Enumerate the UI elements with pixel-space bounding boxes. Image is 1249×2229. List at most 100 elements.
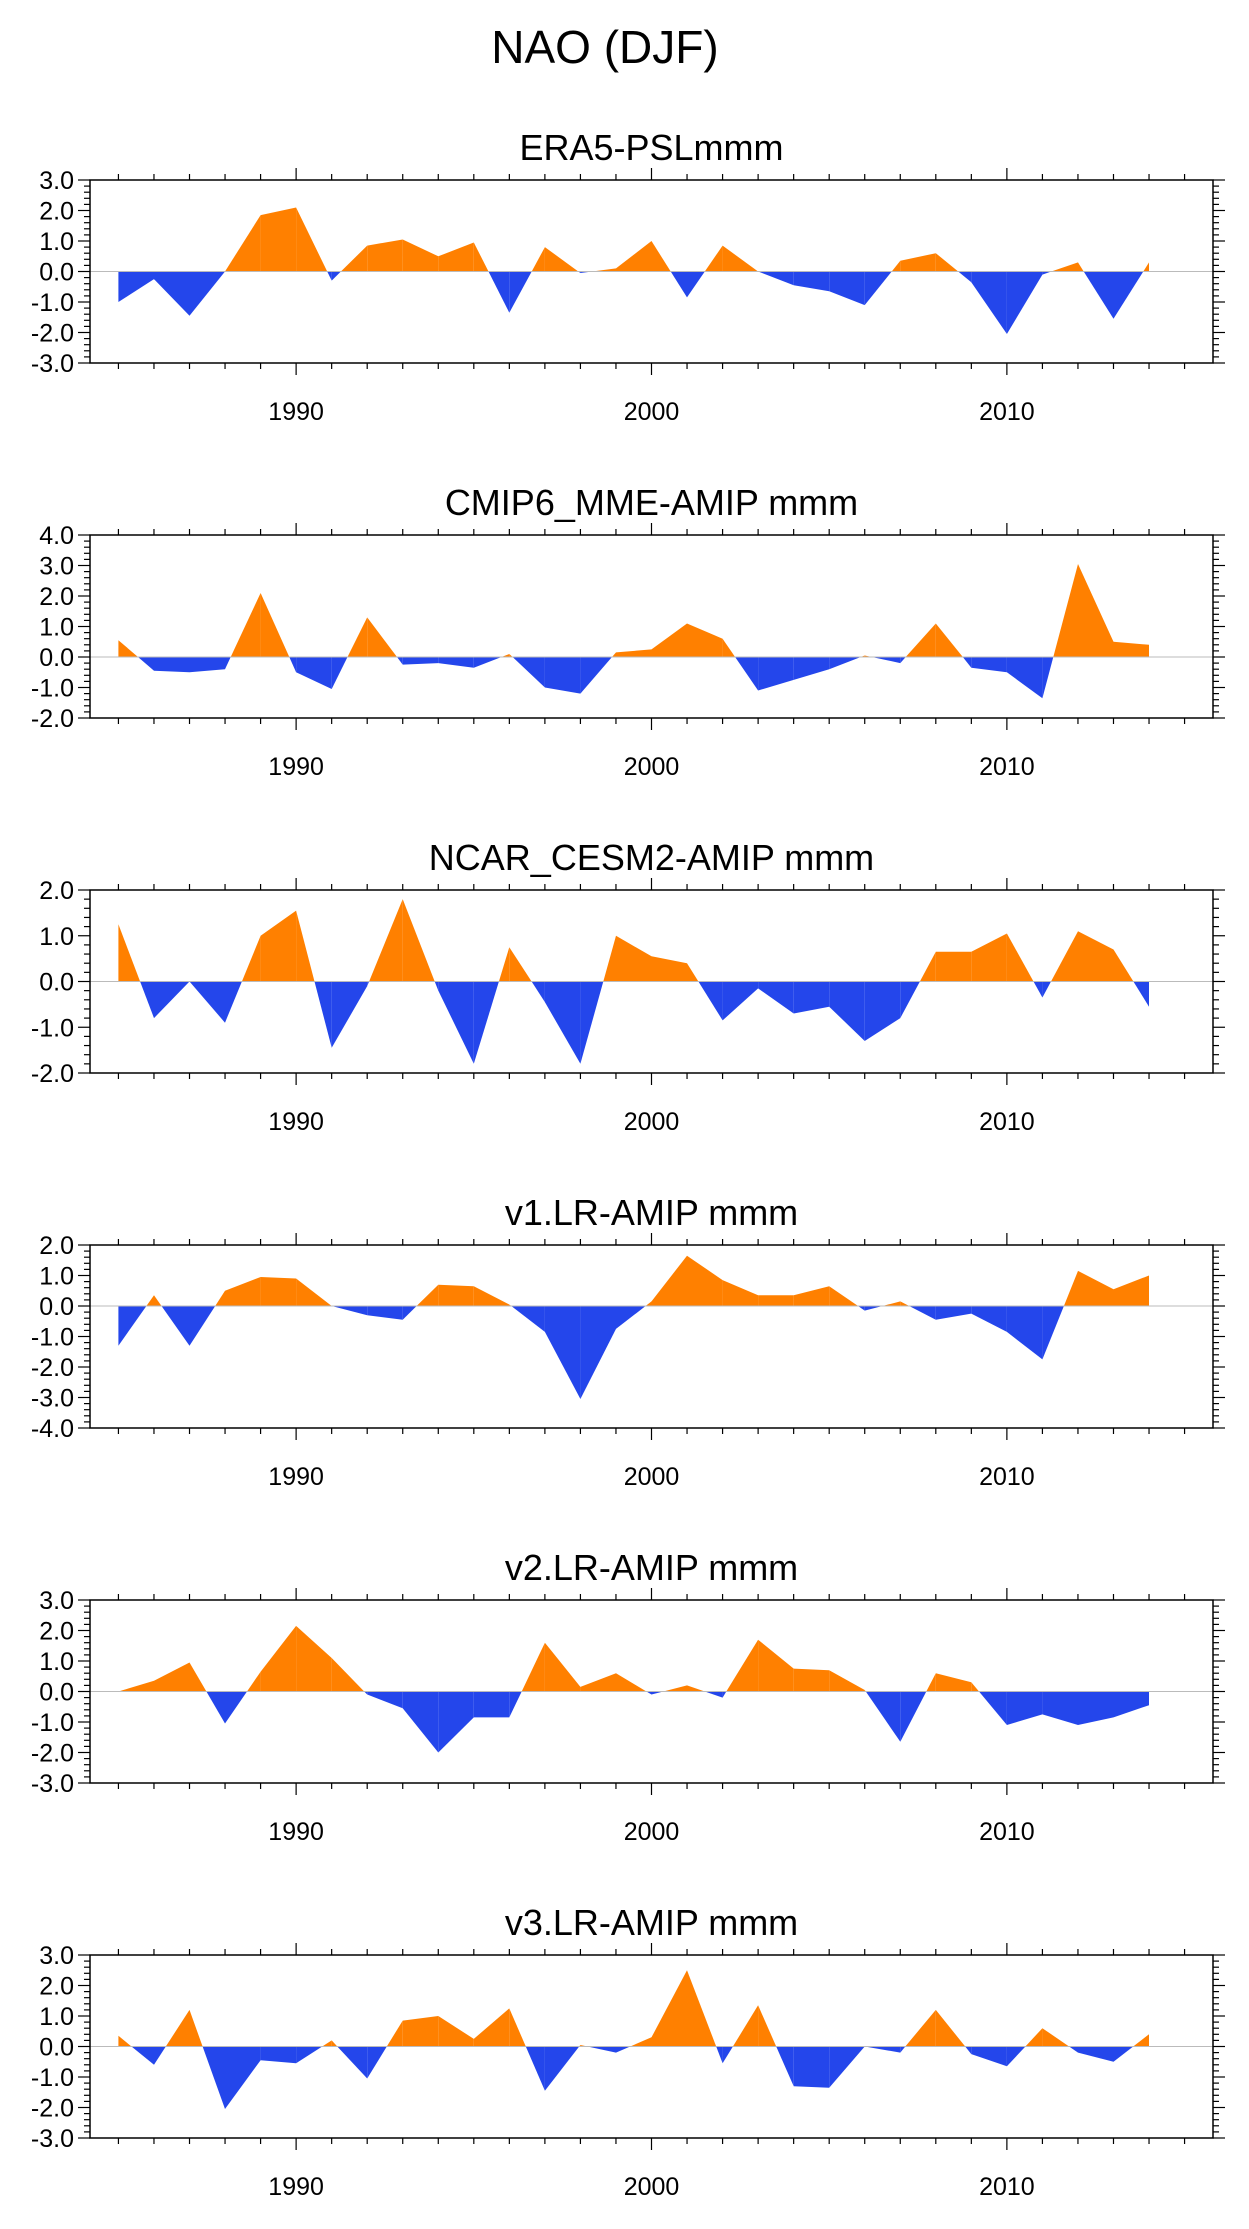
negative-area <box>829 271 865 306</box>
positive-area <box>829 1286 859 1306</box>
negative-area <box>722 981 759 1021</box>
negative-area <box>616 2046 631 2053</box>
panel-title: CMIP6_MME-AMIP mmm <box>445 482 858 523</box>
x-tick-label: 2010 <box>979 398 1035 426</box>
x-tick-label: 2000 <box>624 1463 680 1491</box>
positive-area <box>1078 1270 1114 1306</box>
positive-area <box>687 963 699 982</box>
y-tick-label: 0.0 <box>39 1293 74 1321</box>
positive-area <box>1143 262 1149 272</box>
negative-area <box>289 657 297 673</box>
positive-area <box>793 1668 830 1692</box>
negative-area <box>900 1691 927 1742</box>
positive-area <box>687 1970 717 2047</box>
negative-area <box>1006 1691 1043 1725</box>
negative-area <box>1042 981 1051 998</box>
negative-area <box>544 981 581 1064</box>
negative-area <box>704 1691 723 1698</box>
negative-area <box>865 1691 901 1742</box>
positive-area <box>1113 1275 1149 1306</box>
positive-area <box>296 1625 332 1692</box>
x-tick-label: 2010 <box>979 1818 1035 1846</box>
positive-area <box>402 2016 439 2047</box>
positive-area <box>1133 2034 1149 2047</box>
negative-area <box>131 2046 154 2065</box>
positive-area <box>704 245 723 272</box>
negative-area <box>154 981 190 1019</box>
negative-area <box>1113 271 1144 319</box>
y-tick-label: 2.0 <box>39 877 74 905</box>
positive-area <box>645 1301 652 1306</box>
panel-title: v3.LR-AMIP mmm <box>505 1902 798 1943</box>
x-tick-label: 1990 <box>268 753 324 781</box>
negative-area <box>154 657 190 673</box>
negative-area <box>580 981 604 1064</box>
negative-area <box>793 271 830 292</box>
y-tick-label: 3.0 <box>39 1942 74 1970</box>
panel-title: ERA5-PSLmmm <box>519 127 783 168</box>
positive-area <box>260 1625 297 1692</box>
positive-area <box>926 1673 936 1692</box>
negative-area <box>793 657 830 680</box>
positive-area <box>592 268 616 272</box>
y-tick-label: -3.0 <box>31 1385 74 1413</box>
negative-area <box>864 2046 901 2053</box>
negative-area <box>225 657 231 670</box>
negative-area <box>698 981 723 1021</box>
negative-area <box>189 657 225 673</box>
negative-area <box>864 1306 883 1311</box>
x-tick-label: 2010 <box>979 2173 1035 2201</box>
negative-area <box>206 1691 225 1724</box>
negative-area <box>154 271 190 316</box>
positive-area <box>616 649 652 657</box>
positive-area <box>651 241 671 272</box>
negative-area <box>776 2046 794 2087</box>
positive-area <box>900 1301 910 1306</box>
negative-area <box>434 981 439 991</box>
negative-area <box>900 981 920 1019</box>
negative-area <box>687 271 705 298</box>
y-tick-label: 1.0 <box>39 228 74 256</box>
negative-area <box>965 2046 972 2055</box>
positive-area <box>331 1658 365 1692</box>
negative-area <box>962 657 972 668</box>
positive-area <box>687 623 723 657</box>
negative-area <box>140 981 154 1019</box>
y-tick-label: 1.0 <box>39 923 74 951</box>
y-tick-label: -1.0 <box>31 289 74 317</box>
negative-area <box>1113 1691 1149 1718</box>
positive-area <box>247 1671 261 1692</box>
panel-5: v2.LR-AMIP mmm 3.0 2.01.0 0.0-1.0 -2.0-3.0 19… <box>31 1547 1225 1846</box>
negative-area <box>1042 657 1054 699</box>
negative-area <box>716 2046 723 2064</box>
y-tick-label: -1.0 <box>31 675 74 703</box>
positive-area <box>971 1682 979 1692</box>
positive-area <box>1078 262 1084 272</box>
negative-area <box>1006 271 1043 334</box>
negative-area <box>544 2046 580 2091</box>
x-tick-label: 2010 <box>979 753 1035 781</box>
panel-1: ERA5-PSLmmm 3.0 2.01.0 0.0-1.0 -2.0-3.0 1990 2… <box>31 127 1225 426</box>
negative-area <box>438 981 474 1064</box>
panel-4: v1.LR-AMIP mmm 2.0 1.00.0 -1.0-2.0 -3.0-4.0 1… <box>31 1192 1225 1491</box>
positive-area <box>935 1673 972 1692</box>
y-tick-label: -1.0 <box>31 1324 74 1352</box>
y-tick-label: -2.0 <box>31 1740 74 1768</box>
positive-area <box>1078 931 1114 982</box>
negative-area <box>438 657 474 668</box>
positive-area <box>758 2005 777 2047</box>
positive-area <box>215 1290 225 1306</box>
negative-area <box>1042 1306 1064 1360</box>
negative-area <box>337 2046 368 2079</box>
negative-area <box>189 1306 216 1346</box>
negative-area <box>402 1306 417 1320</box>
y-tick-label: 1.0 <box>39 614 74 642</box>
negative-area <box>331 1306 368 1316</box>
negative-area <box>1113 2046 1134 2062</box>
positive-area <box>651 623 687 657</box>
negative-area <box>1042 271 1052 275</box>
positive-area <box>438 1284 474 1306</box>
positive-area <box>722 638 736 657</box>
positive-area <box>732 2005 759 2047</box>
positive-area <box>971 933 1007 982</box>
